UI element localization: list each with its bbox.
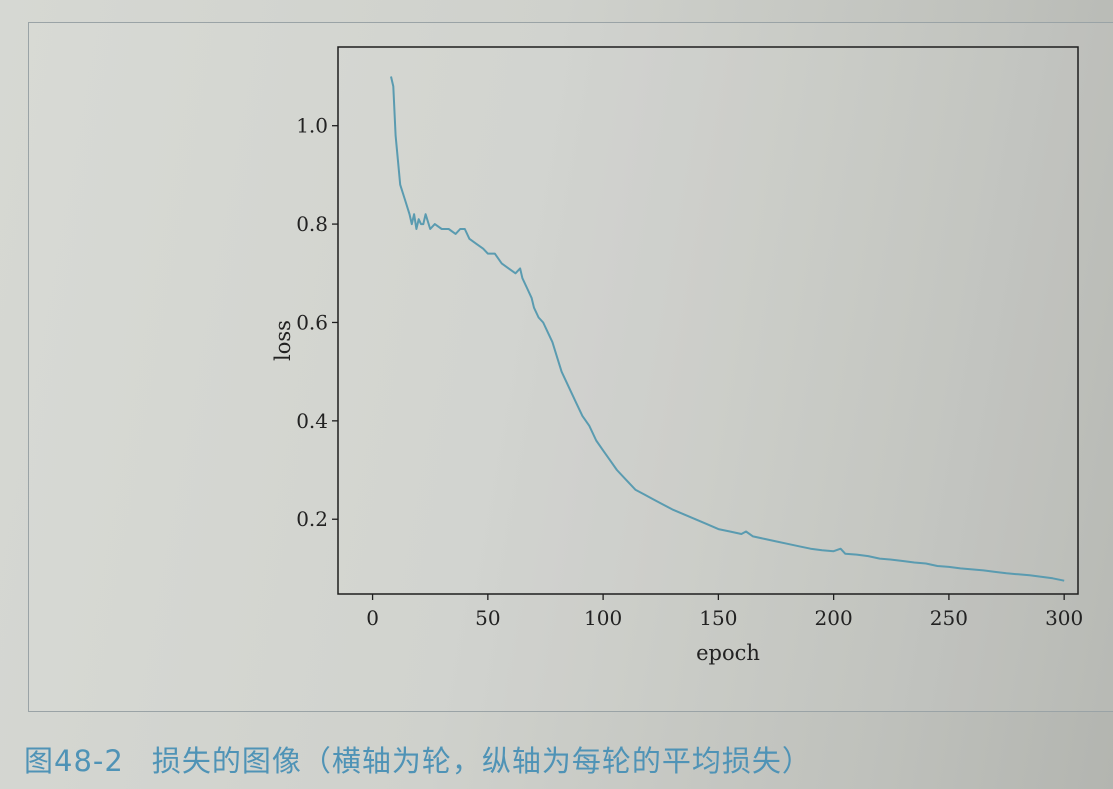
y-tick-label: 0.2 [296, 507, 328, 531]
loss-series-line [390, 76, 1065, 582]
y-tick-label: 0.8 [296, 212, 328, 236]
figure-caption-text: 损失的图像（横轴为轮，纵轴为每轮的平均损失） [151, 744, 812, 778]
figure-number: 图48-2 [24, 744, 124, 778]
tick-group [332, 125, 1065, 600]
plot-area [337, 46, 1079, 595]
x-tick-label: 100 [584, 606, 622, 630]
y-tick-label: 1.0 [296, 114, 328, 138]
y-tick-label: 0.6 [296, 310, 328, 334]
x-tick-label: 50 [475, 606, 500, 630]
figure-frame [28, 22, 1113, 712]
x-tick-label: 0 [366, 606, 379, 630]
x-tick-label: 300 [1045, 606, 1083, 630]
x-tick-label: 150 [699, 606, 737, 630]
figure-caption: 图48-2 损失的图像（横轴为轮，纵轴为每轮的平均损失） [24, 738, 812, 780]
y-tick-label: 0.4 [296, 409, 328, 433]
y-axis-label: loss [271, 320, 295, 361]
tick-label-group: 0 50 100 150 200 250 300 0.2 0.4 0.6 0.8 1.0 [296, 114, 1083, 630]
x-tick-label: 250 [930, 606, 968, 630]
x-axis-label: epoch [696, 641, 760, 665]
x-tick-label: 200 [815, 606, 853, 630]
